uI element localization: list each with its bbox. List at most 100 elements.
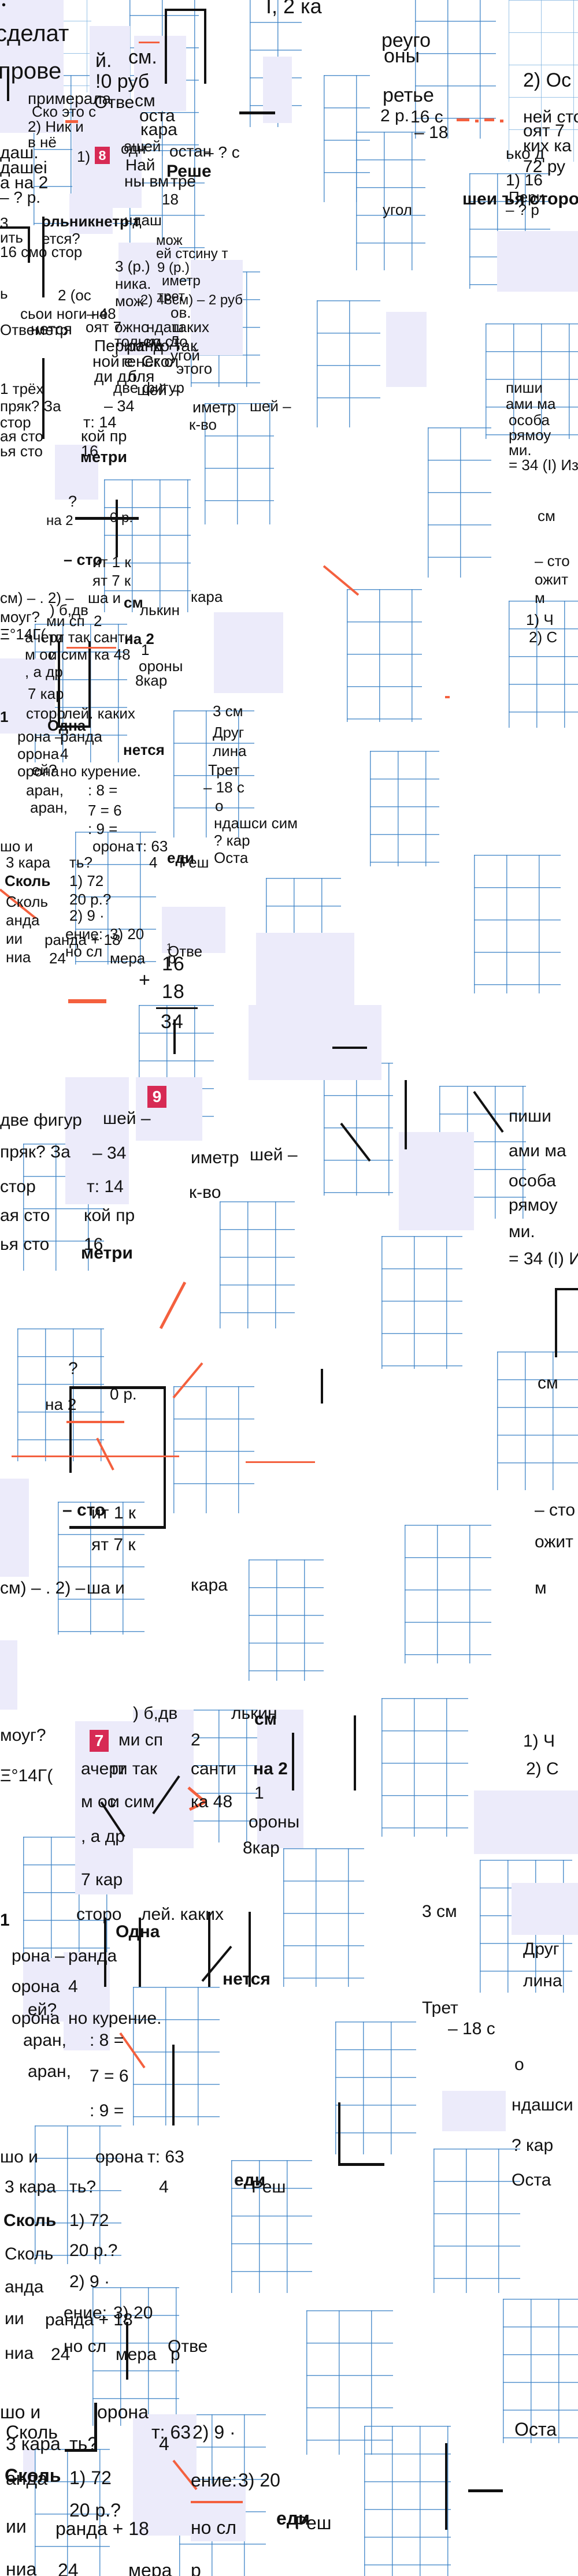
text-fragment-lower: ожит <box>535 1532 573 1551</box>
text-fragment-bottom: ии <box>6 2516 27 2537</box>
pen-stroke-vertical <box>172 2045 175 2125</box>
text-fragment: ят 7 к <box>92 572 131 589</box>
text-fragment: к-во <box>189 416 217 433</box>
red-pen-mark <box>246 1461 315 1463</box>
graph-grid-panel <box>497 1352 578 1490</box>
text-fragment-lower: Реш <box>251 2177 286 2197</box>
text-fragment-lower: но курение. <box>68 2009 162 2028</box>
text-fragment-lower: = 34 (І) Из нести. <box>509 1249 578 1268</box>
text-fragment: только сто <box>114 333 188 350</box>
text-fragment: ов. <box>171 304 191 321</box>
text-fragment: ми. <box>509 441 532 459</box>
pen-stroke-vertical <box>555 1288 557 1357</box>
graph-grid-panel <box>428 427 491 578</box>
text-fragment: 2) 48см) – 2 руб <box>140 292 243 308</box>
text-fragment-lower: 3) 20 <box>113 2303 153 2322</box>
red-pen-mark <box>12 1455 179 1457</box>
text-fragment-bottom: ниа <box>6 2559 37 2576</box>
text-fragment: кара <box>140 120 177 139</box>
text-fragment-lower: ка 48 <box>191 1792 233 1811</box>
text-fragment-lower: – сто <box>535 1501 576 1520</box>
graph-grid-panel <box>133 1987 220 2125</box>
text-fragment-lower: : 8 = <box>90 2031 124 2050</box>
red-pen-mark <box>445 696 450 698</box>
text-fragment-lower: ачерт <box>81 1759 127 1778</box>
text-fragment: 2) Ник и <box>28 118 84 135</box>
text-fragment: ороны <box>139 657 183 675</box>
text-fragment-lower: ая сто <box>0 1206 50 1225</box>
graph-grid-panel <box>503 2299 578 2443</box>
pen-stroke-horizontal <box>555 1288 578 1290</box>
text-fragment-lower: ми сп <box>118 1730 163 1749</box>
graph-grid-panel <box>381 1698 468 1837</box>
text-fragment-lower: ранда <box>68 1946 117 1965</box>
text-fragment-bottom: 24 <box>58 2560 79 2576</box>
text-fragment-lower: 2) С <box>526 1759 559 1778</box>
graph-grid-panel <box>173 1386 254 1513</box>
text-fragment: оны <box>384 45 420 67</box>
text-fragment-lower: шей – <box>250 1145 298 1164</box>
text-fragment: Пери <box>509 188 545 206</box>
text-fragment: ника. <box>115 275 151 292</box>
pen-stroke-horizontal <box>69 1386 165 1389</box>
text-fragment-lower: две фигур <box>0 1111 82 1130</box>
pen-stroke-horizontal <box>468 2489 503 2492</box>
sum-rule-line <box>156 1007 198 1009</box>
text-fragment-lower: ии <box>5 2309 24 2328</box>
text-fragment: аран, <box>26 781 64 799</box>
text-highlight-block <box>64 1952 110 2050</box>
text-fragment: см <box>124 594 143 611</box>
text-fragment-lower: шей – <box>103 1109 151 1128</box>
text-highlight-block <box>69 193 113 234</box>
pen-stroke-vertical <box>445 2443 447 2530</box>
text-fragment: таких <box>172 318 209 336</box>
text-fragment: 4 <box>60 745 69 762</box>
text-fragment: ть? <box>69 854 92 871</box>
text-fragment: т: 63 <box>136 837 168 855</box>
text-highlight-block <box>0 1479 29 1577</box>
text-fragment: нется <box>123 741 165 758</box>
text-fragment: на 2 <box>124 630 154 647</box>
red-pen-mark <box>500 120 503 122</box>
text-fragment-bottom: анда <box>6 2468 47 2489</box>
text-fragment: еди <box>167 849 194 866</box>
text-fragment: шеи ъя сторо <box>462 189 578 209</box>
graph-grid-panel <box>356 132 425 270</box>
text-fragment-lower: аран, <box>23 2031 66 2050</box>
text-fragment-bottom: Реш <box>295 2512 332 2533</box>
red-pen-mark <box>484 118 494 121</box>
problem-number-badge-7: 7 <box>90 1730 109 1752</box>
text-fragment: ей? <box>32 761 57 779</box>
text-fragment: бля <box>128 367 155 385</box>
text-fragment: – ? р. <box>0 188 41 206</box>
text-fragment: ней сто <box>523 107 578 126</box>
text-fragment-lower: т: 63 <box>147 2147 184 2166</box>
red-pen-mark <box>65 120 78 123</box>
graph-grid-panel <box>324 1063 393 1196</box>
graph-grid-panel <box>317 300 380 427</box>
text-fragment: орона <box>17 745 60 762</box>
text-fragment: моуг? <box>0 608 40 626</box>
pen-stroke-vertical <box>7 69 9 101</box>
text-fragment: т: 14 <box>83 414 117 431</box>
text-fragment-lower: 1) 72 <box>69 2211 109 2230</box>
text-fragment-lower: ндашси сим <box>512 2095 578 2115</box>
text-fragment: но сл <box>65 943 103 960</box>
text-fragment: иметр <box>192 399 236 416</box>
text-fragment: анда <box>6 911 40 929</box>
text-fragment: ? <box>68 493 77 510</box>
text-fragment: Трет <box>208 761 240 779</box>
text-fragment: 2 (ос <box>58 286 91 304</box>
text-fragment-lower: ит 1 к <box>91 1503 136 1522</box>
graph-grid-panel <box>104 479 191 612</box>
text-fragment-lower: Отве <box>168 2337 208 2356</box>
graph-grid-panel <box>249 1559 324 1681</box>
text-fragment: ) б,дв <box>50 601 88 619</box>
text-fragment: Сколь <box>5 872 51 889</box>
text-fragment: шей – <box>137 381 180 399</box>
text-fragment-lower: , а др <box>81 1827 125 1846</box>
pen-stroke-horizontal <box>65 2449 97 2452</box>
text-fragment-lower: – сто <box>62 1501 106 1520</box>
text-fragment: ь <box>0 285 8 302</box>
text-fragment-lower: метри <box>81 1244 133 1263</box>
